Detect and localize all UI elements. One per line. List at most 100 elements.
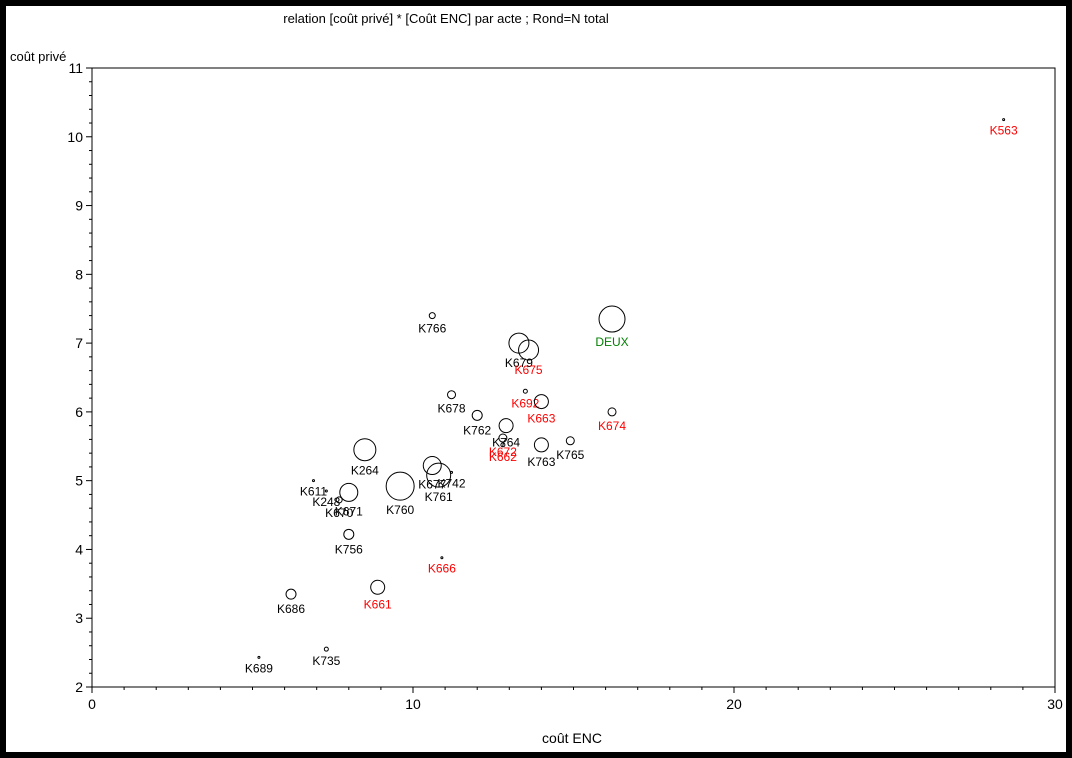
data-point: K662	[489, 442, 517, 464]
data-point: K766	[418, 312, 447, 336]
bubble-marker	[533, 437, 549, 453]
data-point: K666	[428, 556, 456, 576]
bubble-marker	[257, 655, 261, 659]
x-axis-label: coût ENC	[542, 730, 602, 746]
data-point: K692	[511, 388, 540, 410]
y-tick-label: 5	[75, 473, 83, 489]
y-axis: 2 3 4 5 6 7 8 9 10 11	[67, 60, 92, 695]
bubble-marker	[339, 482, 359, 502]
bubble-marker	[353, 438, 377, 462]
y-tick-label: 7	[75, 335, 83, 351]
bubble-marker	[324, 489, 328, 493]
point-label: DEUX	[595, 335, 628, 349]
bubble-marker	[311, 479, 315, 483]
bubble-marker	[426, 462, 452, 488]
data-point: K761	[425, 462, 453, 504]
bubble-marker	[565, 436, 575, 446]
data-point: DEUX	[595, 305, 629, 349]
point-label: K663	[527, 412, 555, 426]
point-label: K742	[438, 476, 466, 490]
bubble-marker	[285, 588, 297, 600]
point-label: K765	[556, 448, 584, 462]
bubble-marker	[447, 390, 457, 400]
plot-area	[91, 67, 1056, 688]
point-label: K735	[312, 654, 340, 668]
point-label: K661	[364, 597, 392, 611]
x-axis: 0 10 20 30	[88, 687, 1063, 712]
data-point: K742	[438, 470, 466, 490]
point-label: K689	[245, 661, 273, 675]
y-tick-label: 10	[67, 129, 83, 145]
data-point: K765	[556, 436, 585, 462]
data-point: K674	[598, 407, 626, 433]
y-tick-label: 9	[75, 198, 83, 214]
point-label: K762	[463, 423, 491, 437]
bubble-marker	[500, 442, 506, 448]
y-tick-label: 8	[75, 266, 83, 282]
data-point: K763	[527, 437, 556, 469]
scatter-chart: relation [coût privé] * [Coût ENC] par a…	[10, 11, 1063, 746]
x-tick-label: 10	[405, 696, 421, 712]
data-point: K563	[990, 118, 1018, 138]
point-label: K760	[386, 503, 414, 517]
point-label: K678	[438, 402, 466, 416]
data-point: K264	[351, 438, 379, 478]
x-tick-label: 30	[1047, 696, 1063, 712]
point-label: K675	[515, 363, 543, 377]
point-label: K692	[511, 396, 539, 410]
data-point: K760	[385, 471, 415, 517]
point-label: K666	[428, 562, 456, 576]
bubble-marker	[370, 579, 386, 595]
point-label: K611	[300, 485, 327, 499]
bubble-marker	[343, 528, 355, 540]
data-point: K762	[463, 409, 492, 437]
data-point: K611	[300, 479, 327, 499]
bubble-marker	[607, 407, 617, 417]
point-label: K671	[335, 504, 363, 518]
point-label: K672	[489, 445, 517, 459]
bubble-marker	[440, 556, 444, 560]
data-point: K735	[312, 646, 341, 668]
point-label: K670	[325, 506, 353, 520]
bubble-marker	[522, 388, 528, 394]
y-tick-label: 6	[75, 404, 83, 420]
bubble-marker	[335, 496, 343, 504]
point-label: K756	[335, 542, 363, 556]
bubble-marker	[323, 646, 329, 652]
y-tick-label: 2	[75, 679, 83, 695]
data-point: K678	[438, 390, 466, 416]
data-point: K675	[515, 339, 543, 377]
bubble-marker	[450, 470, 454, 474]
point-label: K674	[598, 419, 626, 433]
x-tick-label: 20	[726, 696, 742, 712]
point-label: K686	[277, 602, 305, 616]
point-label: K662	[489, 450, 517, 464]
data-point: K661	[364, 579, 392, 611]
point-label: K264	[351, 464, 379, 478]
bubble-marker	[533, 394, 549, 410]
data-point: K686	[277, 588, 305, 616]
point-label: K761	[425, 490, 453, 504]
point-label: K763	[527, 455, 555, 469]
data-point: K663	[527, 394, 556, 426]
bubble-marker	[428, 312, 436, 320]
chart-title: relation [coût privé] * [Coût ENC] par a…	[283, 11, 609, 26]
bubble-marker	[385, 471, 415, 501]
y-axis-label: coût privé	[10, 49, 66, 64]
data-point: K671	[335, 482, 363, 518]
y-tick-label: 3	[75, 610, 83, 626]
bubble-marker	[498, 418, 514, 434]
bubble-marker	[518, 339, 540, 361]
data-point: K248	[312, 489, 341, 509]
point-label: K766	[418, 322, 446, 336]
point-label: K248	[312, 495, 340, 509]
bubble-marker	[422, 456, 442, 476]
bubble-marker	[598, 305, 626, 333]
data-point: K689	[245, 655, 273, 675]
point-label: K563	[990, 124, 1018, 138]
y-tick-label: 4	[75, 541, 83, 557]
data-point: K677	[418, 456, 447, 492]
data-point: K672	[489, 433, 517, 459]
